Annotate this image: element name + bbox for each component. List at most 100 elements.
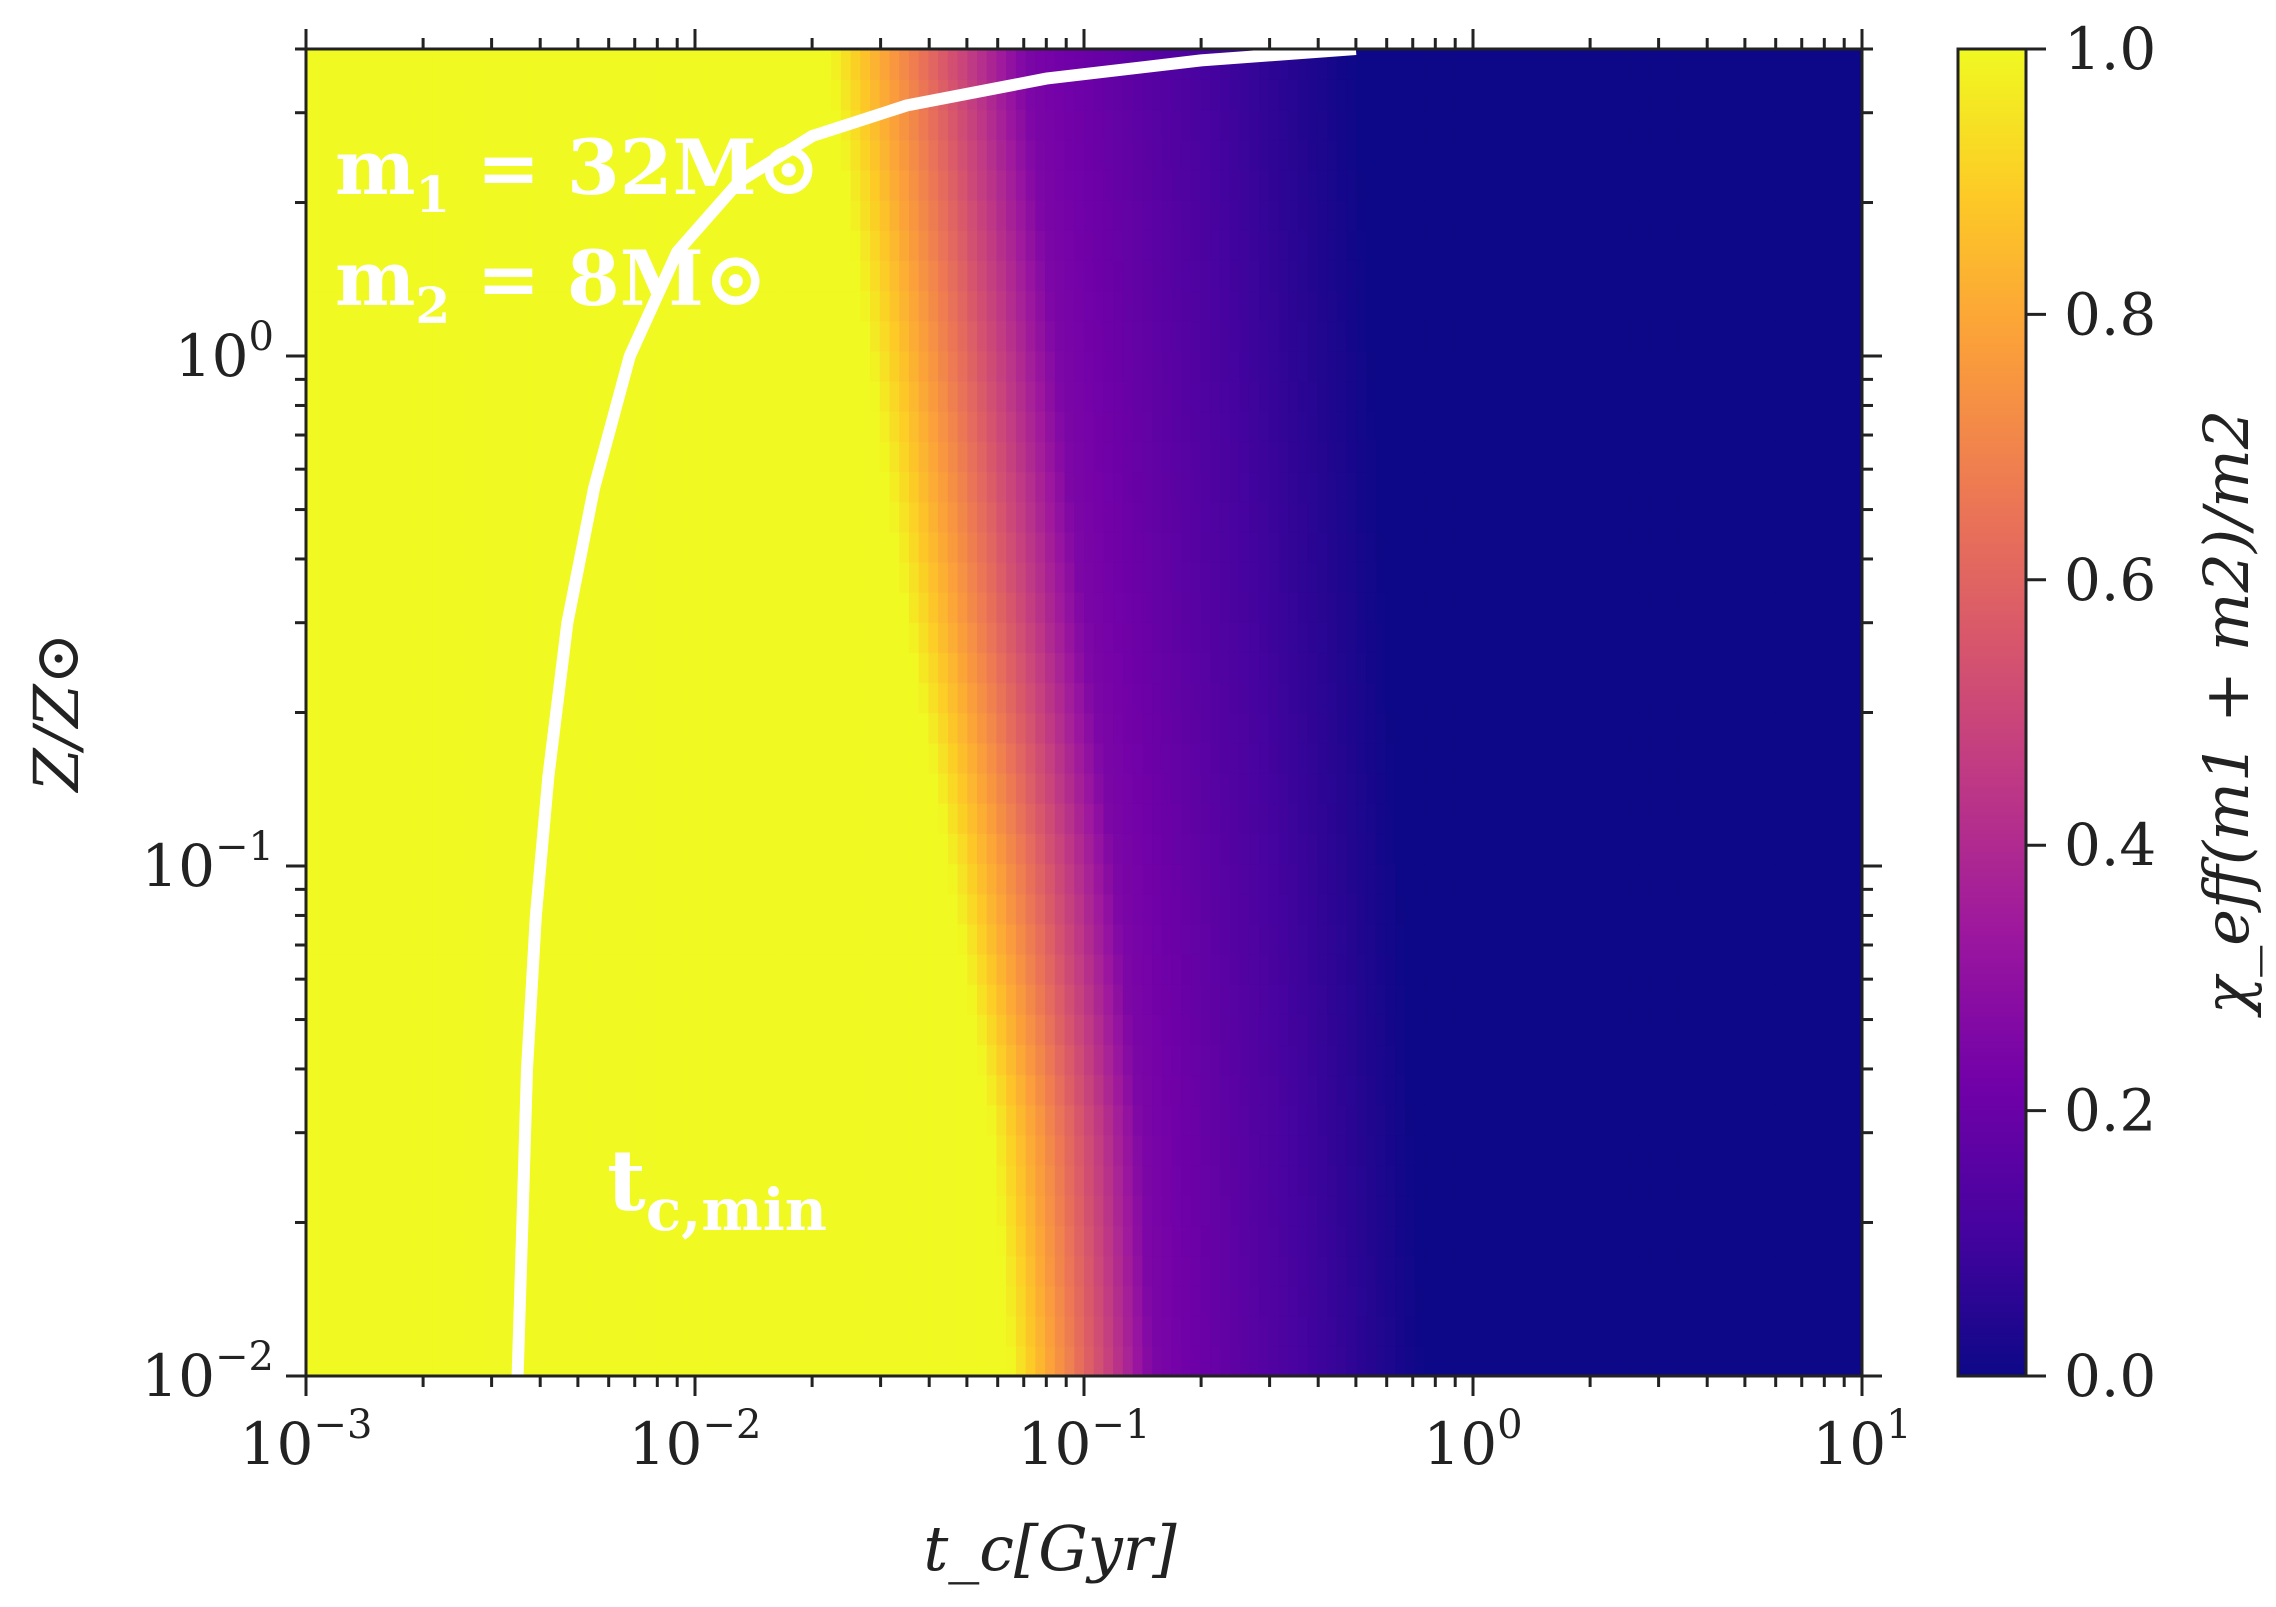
heatmap-cell [1395,833,1406,865]
heatmap-cell [860,953,871,985]
heatmap-cell [1648,1345,1659,1376]
heatmap-cell [1764,1044,1776,1076]
heatmap-cell [1268,682,1280,714]
heatmap-cell [870,953,881,985]
heatmap-cell [1404,1195,1416,1227]
heatmap-cell [1521,742,1533,774]
heatmap-cell [412,1345,424,1376]
heatmap-cell [1823,863,1834,895]
heatmap-cell [1336,1195,1348,1227]
heatmap-cell [335,833,346,865]
heatmap-cell [1084,1014,1095,1046]
heatmap-cell [1852,1285,1862,1317]
heatmap-cell [344,1285,356,1317]
heatmap-cell [656,1134,667,1166]
heatmap-cell [325,802,336,834]
heatmap-cell [1395,652,1406,684]
heatmap-cell [1336,1164,1348,1196]
heatmap-cell [558,1225,570,1257]
heatmap-cell [714,1074,725,1106]
heatmap-cell [364,1225,375,1257]
heatmap-cell [1463,1014,1474,1046]
heatmap-cell [850,772,862,804]
heatmap-cell [568,1074,580,1106]
heatmap-cell [364,1074,375,1106]
heatmap-cell [811,712,823,744]
heatmap-cell [986,833,998,865]
heatmap-cell [1599,531,1610,563]
heatmap-cell [1531,953,1542,985]
heatmap-cell [1696,471,1708,503]
heatmap-cell [840,682,852,714]
heatmap-cell [646,1014,657,1046]
heatmap-cell [1404,1134,1416,1166]
heatmap-cell [850,652,862,684]
heatmap-cell [558,833,570,865]
heatmap-cell [1579,1164,1591,1196]
heatmap-cell [1473,682,1484,714]
heatmap-cell [1084,1044,1095,1076]
heatmap-cell [1657,1044,1669,1076]
heatmap-cell [1171,953,1183,985]
heatmap-cell [1045,531,1056,563]
heatmap-cell [772,622,784,653]
heatmap-cell [1599,1134,1610,1166]
heatmap-cell [1842,1225,1854,1257]
heatmap-cell [1366,1014,1377,1046]
heatmap-cell [1745,1044,1756,1076]
heatmap-cell [549,1315,560,1347]
heatmap-cell [772,1014,784,1046]
heatmap-cell [733,923,745,955]
heatmap-cell [558,471,570,503]
heatmap-cell [1793,1255,1805,1287]
heatmap-cell [1473,1074,1484,1106]
heatmap-cell [850,1044,862,1076]
heatmap-cell [656,772,667,804]
heatmap-cell [1152,1255,1163,1287]
heatmap-cell [1375,591,1387,623]
heatmap-cell [393,410,405,442]
heatmap-cell [1842,1195,1854,1227]
heatmap-cell [801,561,813,593]
heatmap-cell [403,622,414,653]
heatmap-cell [724,1225,735,1257]
heatmap-cell [383,531,395,563]
heatmap-cell [344,863,356,895]
heatmap-cell [685,893,696,925]
heatmap-cell [588,1104,599,1136]
heatmap-cell [656,983,667,1015]
heatmap-cell [656,893,667,925]
heatmap-cell [1288,1104,1299,1136]
heatmap-cell [1560,1164,1572,1196]
heatmap-cell [1084,1164,1095,1196]
heatmap-cell [1288,833,1299,865]
heatmap-cell [1823,1014,1834,1046]
heatmap-cell [1852,652,1862,684]
heatmap-cell [733,531,745,563]
heatmap-cell [967,591,978,623]
heatmap-cell [1006,1134,1017,1166]
heatmap-cell [879,983,891,1015]
heatmap-cell [1288,682,1299,714]
heatmap-cell [1803,561,1815,593]
heatmap-cell [704,561,716,593]
heatmap-cell [1667,712,1679,744]
heatmap-cell [1210,923,1221,955]
heatmap-cell [1210,471,1221,503]
heatmap-cell [1064,1225,1076,1257]
heatmap-cell [1638,742,1649,774]
heatmap-cell [899,652,910,684]
heatmap-cell [354,1285,366,1317]
heatmap-cell [704,1345,716,1376]
heatmap-cell [1589,893,1601,925]
heatmap-cell [1113,1074,1124,1106]
heatmap-cell [1579,441,1591,473]
heatmap-cell [1395,1104,1406,1136]
heatmap-cell [1122,441,1134,473]
heatmap-cell [1492,441,1503,473]
heatmap-cell [461,833,473,865]
heatmap-cell [1395,531,1406,563]
heatmap-cell [1366,953,1377,985]
heatmap-cell [1346,1255,1358,1287]
heatmap-cell [977,1285,988,1317]
